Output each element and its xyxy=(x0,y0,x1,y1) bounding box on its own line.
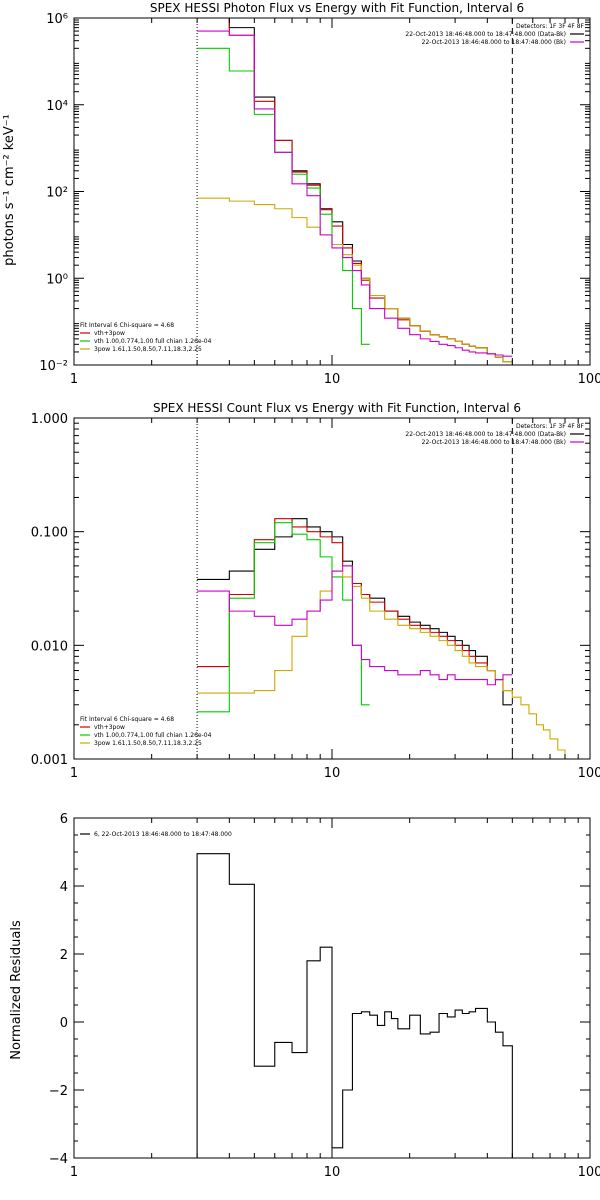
count-x-tick-label: 100 xyxy=(578,766,600,781)
photon-y-tick-label: 10⁰ xyxy=(46,272,68,287)
count-series-3pow-1-61-1-50-8-50-7-11-18-3-2-25 xyxy=(197,570,579,759)
photon-x-tick-label: 100 xyxy=(578,372,600,387)
residual-legend-entry: 6, 22-Oct-2013 18:46:48.000 to 18:47:48.… xyxy=(94,831,232,838)
residual-plot-area xyxy=(196,853,513,1158)
photon-legend-entry: Detectors: 1F 3F 4F 8F xyxy=(516,23,585,30)
photon-legend-bottom-left: Fit Interval 6 Chi-square = 4.68vth+3pow… xyxy=(80,322,212,353)
residual-series-6-22-oct-2013-18-46-48-000-to-18-47-48-000 xyxy=(196,853,513,1158)
count-legend-entry: 22-Oct-2013 18:46:48.000 to 18:47:48.000… xyxy=(422,439,566,446)
count-series-vth-3pow xyxy=(197,518,513,692)
count-flux-panel: SPEX HESSI Count Flux vs Energy with Fit… xyxy=(31,401,600,781)
photon-x-tick-label: 1 xyxy=(70,372,78,387)
count-series-vth-1-00-0-774-1-00-full-chian-1-26e-04 xyxy=(197,522,370,713)
residual-y-tick-label: 4 xyxy=(60,880,68,895)
count-legend-entry: 22-Oct-2013 18:46:48.000 to 18:47:48.000… xyxy=(405,431,566,438)
count-legend-entry: Detectors: 1F 3F 4F 8F xyxy=(516,423,585,430)
photon-y-tick-label: 10⁻² xyxy=(39,359,68,374)
photon-legend-entry: 3pow 1.61,1.50,8.50,7.11,18.3,2.25 xyxy=(94,346,202,353)
count-x-tick-label: 10 xyxy=(324,766,341,781)
photon-legend-entry: 22-Oct-2013 18:46:48.000 to 18:47:48.000… xyxy=(405,31,566,38)
photon-y-tick-label: 10² xyxy=(46,186,68,201)
photon-plot-area xyxy=(196,18,544,365)
photon-flux-title: SPEX HESSI Photon Flux vs Energy with Fi… xyxy=(150,1,524,15)
photon-x-tick-label: 10 xyxy=(324,372,341,387)
residual-y-tick-label: 0 xyxy=(60,1016,68,1031)
residuals-panel: Normalized Residuals 1 10 100 −4 −2 0 2 4 6 6, 22… xyxy=(9,812,600,1180)
photon-series-vth-1-00-0-774-1-00-full-chian-1-26e-04 xyxy=(197,47,370,345)
photon-legend-entry: vth 1.00,0.774,1.00 full chian 1.26e-04 xyxy=(94,338,212,345)
count-flux-title: SPEX HESSI Count Flux vs Energy with Fit… xyxy=(153,401,521,415)
residual-x-tick-label: 100 xyxy=(578,1165,600,1180)
residual-x-axis: 1 10 100 xyxy=(70,818,600,1180)
photon-flux-ylabel: photons s⁻¹ cm⁻² keV⁻¹ xyxy=(2,114,17,266)
residuals-ylabel: Normalized Residuals xyxy=(9,920,24,1060)
count-y-tick-label: 0.100 xyxy=(31,526,68,541)
count-legend-entry: vth+3pow xyxy=(94,724,125,731)
residual-y-tick-label: 2 xyxy=(60,948,68,963)
photon-y-tick-label: 10⁴ xyxy=(46,99,68,114)
photon-series-3pow-1-61-1-50-8-50-7-11-18-3-2-25 xyxy=(197,197,544,365)
photon-x-axis: 1 10 100 xyxy=(70,18,600,387)
photon-y-tick-label: 10⁶ xyxy=(46,12,68,27)
residual-x-tick-label: 10 xyxy=(324,1165,341,1180)
photon-series-22-oct-2013-18-46-48-000-to-18-47-48-000-data-bk xyxy=(197,18,513,363)
residual-y-tick-label: −4 xyxy=(49,1152,68,1167)
photon-series-22-oct-2013-18-46-48-000-to-18-47-48-000-bk xyxy=(197,30,513,357)
count-x-tick-label: 1 xyxy=(70,766,78,781)
residual-legend-top-left: 6, 22-Oct-2013 18:46:48.000 to 18:47:48.… xyxy=(80,831,232,838)
residual-y-axis: −4 −2 0 2 4 6 xyxy=(49,812,590,1167)
count-legend-entry: vth 1.00,0.774,1.00 full chian 1.26e-04 xyxy=(94,732,212,739)
photon-legend-entry: vth+3pow xyxy=(94,330,125,337)
count-y-tick-label: 1.000 xyxy=(31,412,68,427)
count-plot-area xyxy=(196,418,579,759)
count-series-22-oct-2013-18-46-48-000-to-18-47-48-000-bk xyxy=(197,565,513,686)
photon-legend-entry: Fit Interval 6 Chi-square = 4.68 xyxy=(80,322,174,329)
count-legend-bottom-left: Fit Interval 6 Chi-square = 4.68vth+3pow… xyxy=(80,716,212,747)
residual-y-tick-label: −2 xyxy=(49,1084,68,1099)
count-y-axis: 0.001 0.010 0.100 1.000 xyxy=(31,412,590,768)
count-legend-entry: 3pow 1.61,1.50,8.50,7.11,18.3,2.25 xyxy=(94,740,202,747)
count-y-tick-label: 0.001 xyxy=(31,753,68,768)
photon-legend-entry: 22-Oct-2013 18:46:48.000 to 18:47:48.000… xyxy=(422,39,566,46)
photon-flux-panel: SPEX HESSI Photon Flux vs Energy with Fi… xyxy=(2,1,600,387)
count-legend-entry: Fit Interval 6 Chi-square = 4.68 xyxy=(80,716,174,723)
count-series-22-oct-2013-18-46-48-000-to-18-47-48-000-data-bk xyxy=(197,518,513,706)
count-y-tick-label: 0.010 xyxy=(31,639,68,654)
residual-y-tick-label: 6 xyxy=(60,812,68,827)
residual-x-tick-label: 1 xyxy=(70,1165,78,1180)
photon-y-axis: 10⁻² 10⁰ 10² 10⁴ 10⁶ xyxy=(39,12,590,374)
count-x-axis: 1 10 100 xyxy=(70,418,600,781)
photon-series-vth-3pow xyxy=(197,18,513,363)
